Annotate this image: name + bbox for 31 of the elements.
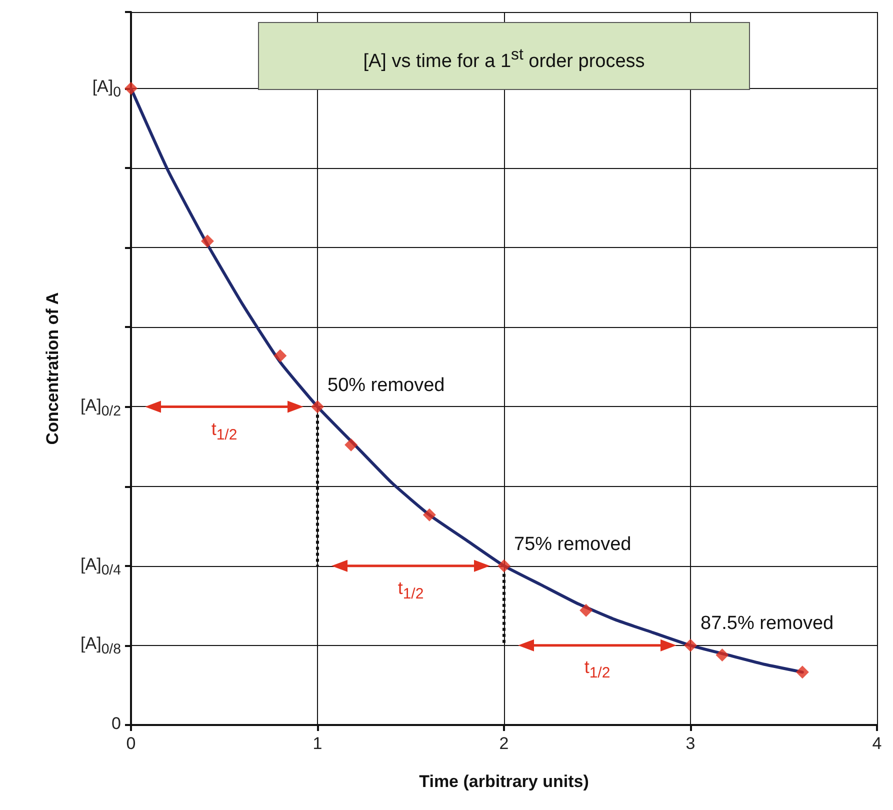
point — [344, 438, 358, 452]
chart-title: [A] vs time for a 1$^{st}$ order process — [363, 47, 645, 72]
annotation: t$_{1/2}$ — [398, 578, 424, 602]
y-axis-title: Concentration of A — [43, 292, 62, 445]
point — [580, 604, 593, 617]
x-axis-title: Time (arbitrary units) — [419, 772, 589, 791]
x-tick-label: 3 — [686, 734, 696, 753]
annotation: 75% removed — [514, 534, 632, 555]
point — [422, 508, 436, 522]
text: [A]$_{0/8}$ — [80, 634, 121, 658]
point — [684, 638, 697, 652]
x-tick-label: 2 — [499, 734, 509, 753]
x-tick-label: 4 — [872, 734, 882, 753]
annotation: t$_{1/2}$ — [584, 657, 610, 682]
point — [796, 666, 809, 679]
x-tick-label: 0 — [126, 734, 136, 753]
annotation: t$_{1/2}$ — [211, 418, 238, 444]
text: 0 — [112, 714, 121, 733]
x-tick-label: 1 — [312, 734, 322, 753]
title-panel: [A] vs time for a 1$^{st}$ order process — [258, 22, 750, 90]
text: [A]$_{0/2}$ — [80, 396, 121, 420]
annotation: 50% removed — [328, 374, 445, 396]
point — [498, 559, 510, 572]
text: [A]$_{0/4}$ — [80, 554, 121, 578]
point — [200, 234, 214, 248]
point — [311, 400, 324, 414]
point — [124, 82, 138, 95]
point — [274, 349, 287, 362]
text: [A]$_{0}$ — [92, 77, 121, 101]
point — [716, 648, 729, 662]
annotation: 87.5% removed — [700, 613, 834, 634]
